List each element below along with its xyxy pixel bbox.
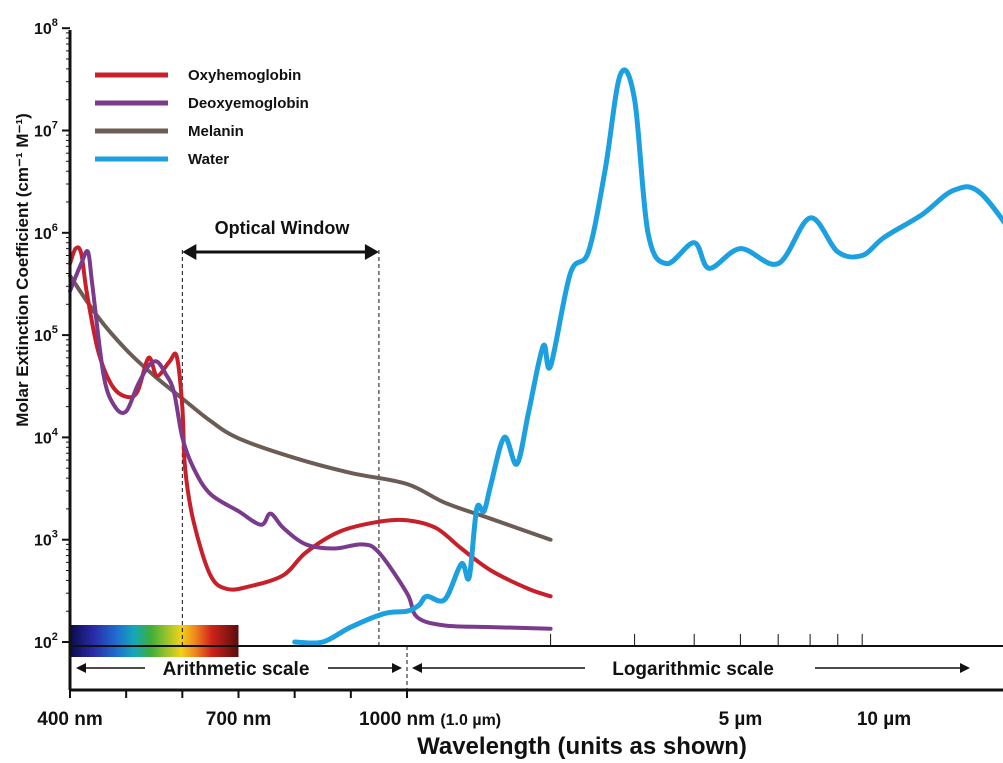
optical-window-arrowhead-left xyxy=(182,244,197,260)
scale-strip: Arithmetic scale Logarithmic scale xyxy=(70,645,1003,690)
logarithmic-scale-label: Logarithmic scale xyxy=(612,659,774,680)
series-line-deoxyemoglobin xyxy=(68,249,553,631)
y-axis-ticks: 102 103 104 105 106 107 108 xyxy=(34,17,70,652)
x-tick-label: 5 µm xyxy=(719,709,763,730)
y-tick-label: 106 xyxy=(34,222,58,243)
legend: Oxyhemoglobin Deoxyemoglobin Melanin Water xyxy=(95,67,309,168)
y-tick-label: 108 xyxy=(34,17,58,38)
optical-window-label: Optical Window xyxy=(215,218,351,238)
series-line-water xyxy=(292,67,1003,646)
log-arrowhead-left xyxy=(412,663,422,673)
y-tick-label: 107 xyxy=(34,120,58,141)
legend-label-oxyhemoglobin: Oxyhemoglobin xyxy=(188,67,301,84)
x-tick-label: 1000 nm (1.0 µm) xyxy=(359,709,501,730)
visible-spectrum-bar xyxy=(70,625,239,657)
optical-window-boundaries xyxy=(181,244,380,645)
visible-spectrum-gradient xyxy=(70,625,239,657)
y-tick-label: 103 xyxy=(34,529,58,550)
legend-label-deoxyemoglobin: Deoxyemoglobin xyxy=(188,95,309,112)
y-tick-label: 104 xyxy=(34,426,59,447)
x-tick-label: 400 nm xyxy=(37,709,102,730)
arithmetic-arrowhead-left xyxy=(76,663,86,673)
legend-label-melanin: Melanin xyxy=(188,123,244,140)
log-arrowhead-right xyxy=(960,663,970,673)
x-tick-label: 700 nm xyxy=(206,709,271,730)
axes xyxy=(68,30,1003,692)
y-tick-label: 102 xyxy=(34,631,58,652)
y-axis-label: Molar Extinction Coefficient (cm⁻¹ M⁻¹) xyxy=(13,113,32,427)
x-tick-label: 10 µm xyxy=(857,709,911,730)
x-axis-ticks: 400 nm 700 nm 1000 nm (1.0 µm) 5 µm 10 µm xyxy=(37,634,911,730)
optical-window-arrowhead-right xyxy=(364,244,379,260)
arithmetic-arrowhead-right xyxy=(392,663,402,673)
x-axis-label: Wavelength (units as shown) xyxy=(417,733,747,760)
series-layer xyxy=(68,67,1003,646)
legend-label-water: Water xyxy=(188,151,229,168)
y-tick-label: 105 xyxy=(34,324,58,345)
series-line-melanin xyxy=(68,273,553,542)
arithmetic-scale-label: Arithmetic scale xyxy=(163,659,310,680)
